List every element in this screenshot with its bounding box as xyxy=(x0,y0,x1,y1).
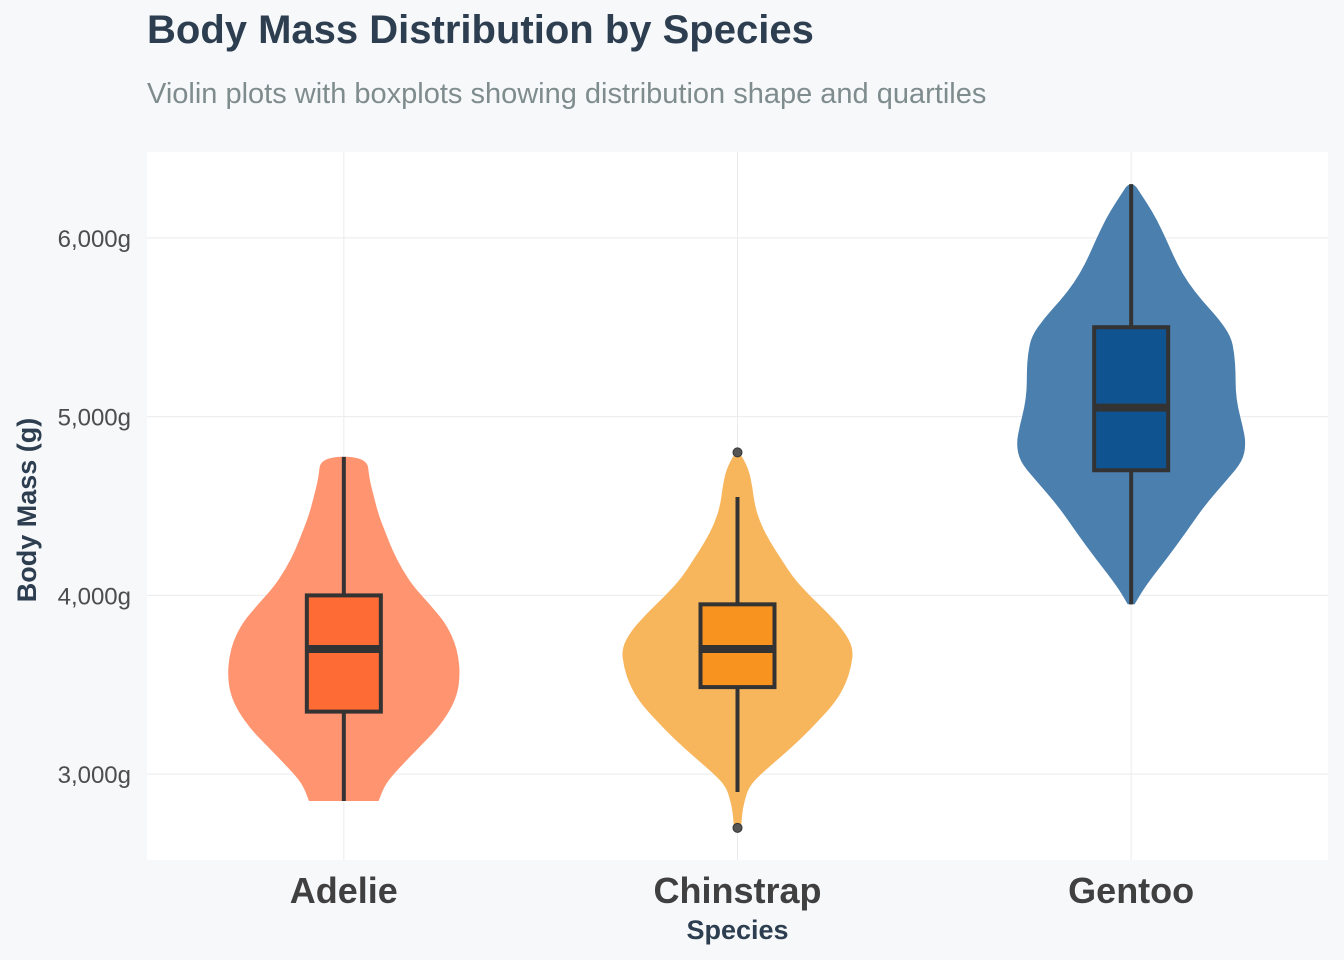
y-tick-label: 6,000g xyxy=(58,226,131,253)
y-tick-label: 5,000g xyxy=(58,405,131,432)
box-gentoo xyxy=(1092,325,1171,473)
chart-subtitle: Violin plots with boxplots showing distr… xyxy=(147,78,987,110)
x-tick-label: Adelie xyxy=(290,870,398,911)
x-axis-title: Species xyxy=(686,915,788,945)
chart-title: Body Mass Distribution by Species xyxy=(147,8,814,52)
outlier-point xyxy=(732,822,743,833)
box-adelie xyxy=(304,593,383,714)
y-tick-label: 3,000g xyxy=(58,762,131,789)
outlier-point xyxy=(732,447,743,458)
y-axis-title: Body Mass (g) xyxy=(12,418,42,603)
y-tick-label: 4,000g xyxy=(58,583,131,610)
x-tick-label: Chinstrap xyxy=(653,870,821,911)
x-tick-label: Gentoo xyxy=(1068,870,1194,911)
